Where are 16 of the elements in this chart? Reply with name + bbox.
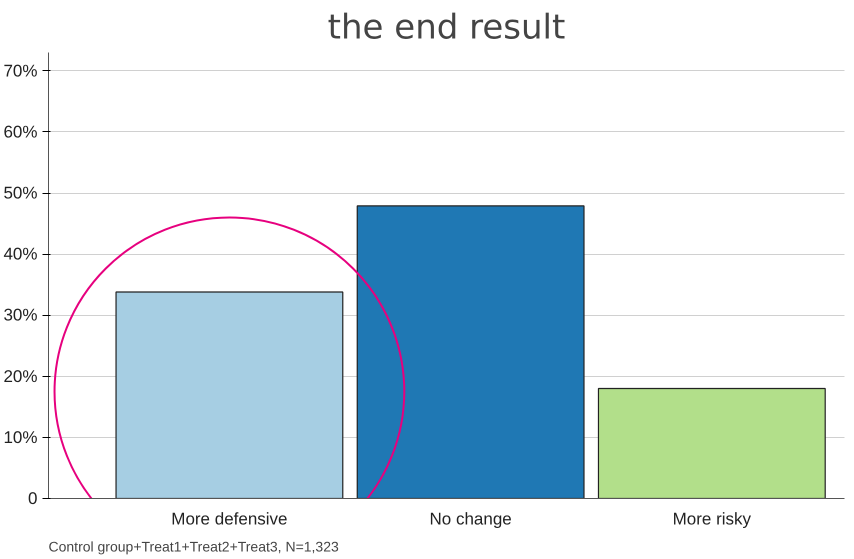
y-tick-label: 10%	[3, 428, 38, 447]
y-tick-label: 40%	[3, 244, 38, 264]
y-tick-label: 70%	[3, 61, 38, 80]
bar	[115, 291, 344, 498]
y-tick-label: 50%	[3, 184, 38, 203]
x-tick-label: More risky	[672, 510, 752, 528]
y-tick-label: 20%	[3, 366, 38, 386]
chart-title: the end result	[328, 8, 566, 48]
text: Control group+Treat1+Treat2+Treat3, N=1,323	[48, 538, 339, 554]
y-tick-label: 30%	[3, 306, 38, 325]
x-tick-label: More defensive	[171, 510, 288, 528]
y-tick-label: 0	[28, 489, 38, 508]
bar	[598, 388, 826, 498]
y-tick-label: 60%	[3, 122, 38, 142]
x-tick-label: No change	[430, 510, 512, 528]
bar	[356, 205, 585, 498]
